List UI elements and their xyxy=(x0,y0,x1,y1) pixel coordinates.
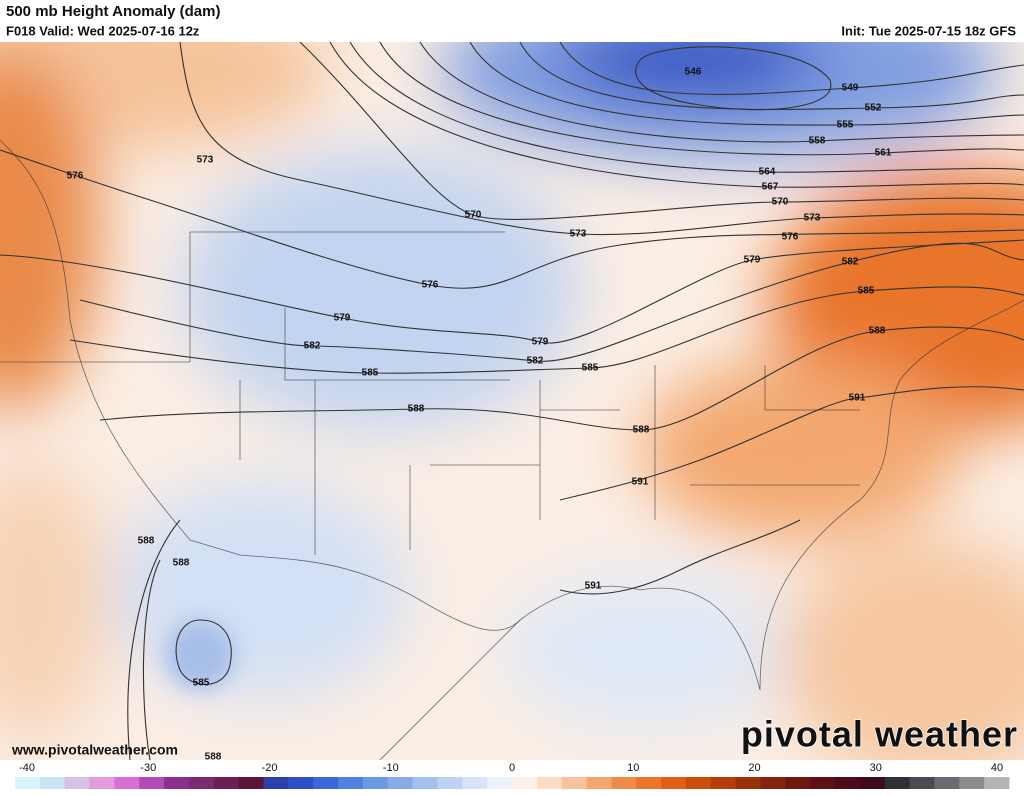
contour-label: 570 xyxy=(465,210,482,221)
colorbar-cell xyxy=(213,777,240,789)
colorbar-cell xyxy=(760,777,786,789)
title: 500 mb Height Anomaly (dam) xyxy=(6,3,220,20)
contour-label: 579 xyxy=(532,337,549,348)
contour-label: 573 xyxy=(197,155,214,166)
contour-label: 564 xyxy=(759,167,776,178)
contour-label: 588 xyxy=(205,752,222,763)
colorbar-cell xyxy=(387,777,414,789)
colorbar-cell xyxy=(536,777,563,789)
contour-label: 555 xyxy=(837,120,854,131)
init-time: Init: Tue 2025-07-15 18z GFS xyxy=(841,23,1016,38)
contour-label: 585 xyxy=(362,368,379,379)
contour-label: 582 xyxy=(304,341,321,352)
contour-label: 558 xyxy=(809,136,826,147)
colorbar-cell xyxy=(114,777,140,789)
colorbar-cell xyxy=(512,777,538,789)
contour-label: 582 xyxy=(527,356,544,367)
contour-label: 585 xyxy=(858,286,875,297)
colorbar-cell xyxy=(64,777,91,789)
colorbar-cell xyxy=(909,777,935,789)
colorbar-cell xyxy=(685,777,712,789)
colorbar-tick-label: -20 xyxy=(262,762,278,774)
colorbar-cell xyxy=(288,777,314,789)
colorbar-cell xyxy=(39,777,66,789)
colorbar-tick-label: 30 xyxy=(870,762,882,774)
website: www.pivotalweather.com xyxy=(11,742,178,758)
map xyxy=(0,42,1024,760)
colorbar-cell xyxy=(785,777,811,789)
contour-label: 573 xyxy=(570,229,587,240)
colorbar-cell xyxy=(959,777,985,789)
contour-label: 588 xyxy=(408,404,425,415)
contour-label: 588 xyxy=(138,536,155,547)
colorbar-cell xyxy=(313,777,339,789)
contours xyxy=(0,42,1024,760)
colorbar-tick-label: 40 xyxy=(991,762,1003,774)
contour-label: 570 xyxy=(772,197,789,208)
colorbar: -40 -30 -20 -10 0 10 20 30 40 xyxy=(0,760,1024,791)
colorbar-cell xyxy=(412,777,438,789)
colorbar-cell xyxy=(139,777,165,789)
colorbar-cell xyxy=(487,777,513,789)
contour-label: 549 xyxy=(842,83,859,94)
colorbar-cell xyxy=(835,777,861,789)
colorbar-cell xyxy=(661,777,687,789)
colorbar-cell xyxy=(263,777,289,789)
borders xyxy=(0,139,1024,760)
colorbar-cell xyxy=(462,777,488,789)
logo: pivotal weather xyxy=(741,714,1018,755)
contour-label: 561 xyxy=(875,148,892,159)
colorbar-cell xyxy=(437,777,463,789)
colorbar-cell xyxy=(710,777,737,789)
colorbar-cell xyxy=(934,777,960,789)
contour-label: 591 xyxy=(849,393,866,404)
colorbar-tick-label: 0 xyxy=(509,762,515,774)
colorbar-cell xyxy=(586,777,612,789)
colorbar-cell xyxy=(810,777,836,789)
valid-time: F018 Valid: Wed 2025-07-16 12z xyxy=(6,23,200,38)
colorbar-tick-label: 10 xyxy=(627,762,639,774)
contour-label: 591 xyxy=(632,477,649,488)
contour-label: 579 xyxy=(744,255,761,266)
contour-label: 588 xyxy=(869,326,886,337)
colorbar-tick-label: -10 xyxy=(383,762,399,774)
contour-label: 567 xyxy=(762,182,779,193)
contour-label: 576 xyxy=(782,232,799,243)
contour-label: 591 xyxy=(585,581,602,592)
contour-label: 546 xyxy=(685,67,702,78)
colorbar-cell xyxy=(636,777,662,789)
colorbar-cell xyxy=(735,777,761,789)
colorbar-cell xyxy=(238,777,264,789)
contour-label: 576 xyxy=(67,171,84,182)
contour-label: 588 xyxy=(173,558,190,569)
contour-label: 552 xyxy=(865,103,882,114)
contour-label: 585 xyxy=(582,363,599,374)
colorbar-cell xyxy=(338,777,364,789)
colorbar-cell xyxy=(188,777,215,789)
colorbar-cell xyxy=(984,777,1010,789)
colorbar-tick-label: -40 xyxy=(19,762,35,774)
colorbar-cell xyxy=(561,777,588,789)
colorbar-tick-label: 20 xyxy=(748,762,760,774)
contour-label: 573 xyxy=(804,213,821,224)
colorbar-cell xyxy=(15,777,41,789)
colorbar-cell xyxy=(164,777,190,789)
colorbar-tick-label: -30 xyxy=(140,762,156,774)
colorbar-cell xyxy=(611,777,637,789)
colorbar-cell xyxy=(362,777,389,789)
contour-label: 585 xyxy=(193,678,210,689)
colorbar-cell xyxy=(884,777,911,789)
colorbar-cell xyxy=(859,777,886,789)
contour-label: 576 xyxy=(422,280,439,291)
contour-label: 579 xyxy=(334,313,351,324)
contour-label: 588 xyxy=(633,425,650,436)
colorbar-cell xyxy=(89,777,115,789)
contour-label: 582 xyxy=(842,257,859,268)
